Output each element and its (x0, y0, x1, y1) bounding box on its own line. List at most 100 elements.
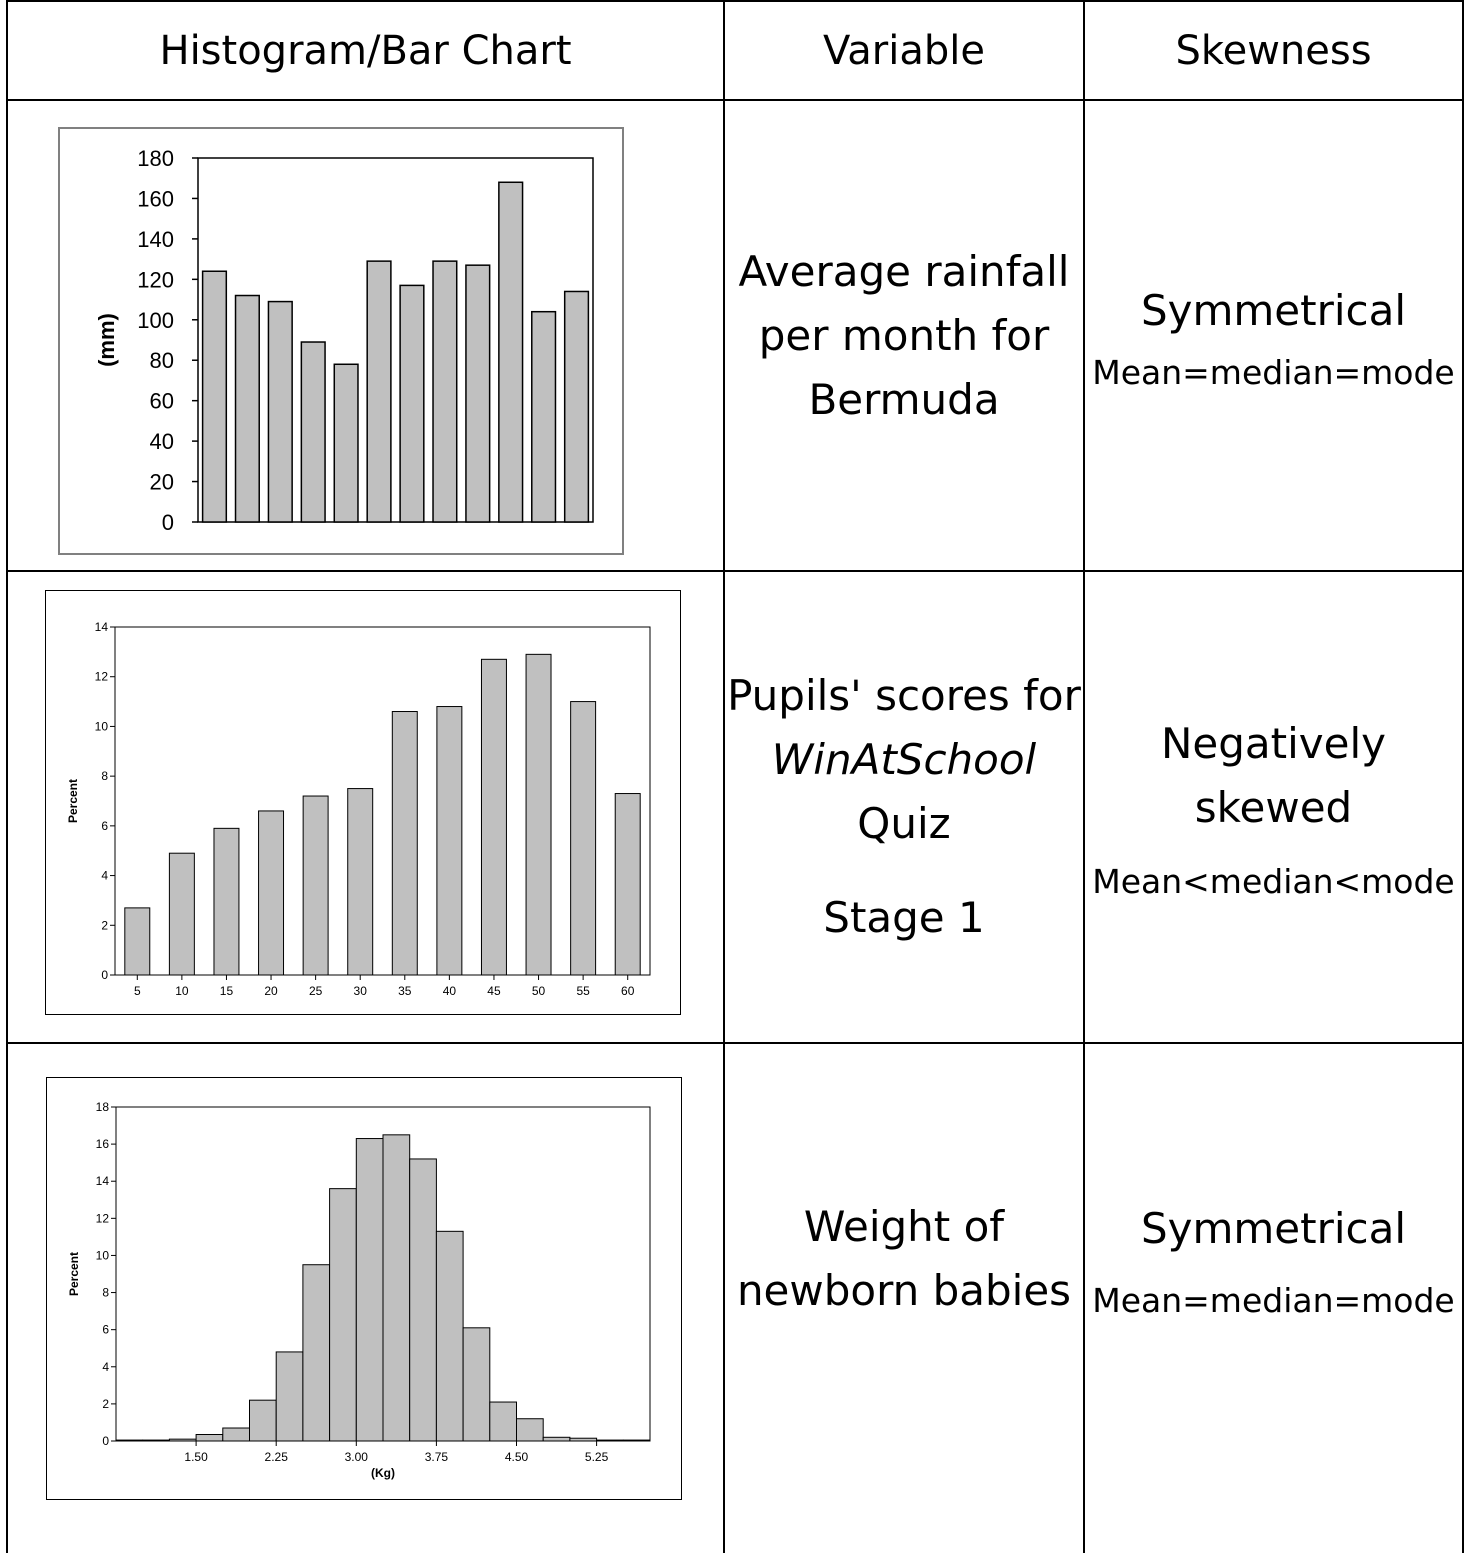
y-tick-label: 4 (101, 869, 108, 883)
histogram-bar (435, 1230, 464, 1442)
histogram-bar (275, 1351, 304, 1442)
bar (436, 706, 463, 976)
y-tick-label: 0 (162, 510, 174, 535)
bar (124, 907, 151, 976)
y-tick-label: 6 (102, 1323, 109, 1337)
x-tick-label: 5 (134, 984, 141, 998)
bar (432, 260, 458, 523)
row2-skew-label-line2: skewed (1194, 783, 1353, 832)
y-tick-label: 0 (102, 1434, 109, 1448)
x-tick-label: 60 (621, 984, 635, 998)
bar (498, 181, 524, 523)
x-tick-label: 3.75 (425, 1450, 449, 1464)
row1-variable-line3: Bermuda (808, 374, 1000, 424)
header-skewness: Skewness (1175, 27, 1372, 74)
plot-area (197, 157, 594, 523)
row1-variable-line1: Average rainfall (738, 246, 1070, 296)
bar (168, 852, 195, 976)
y-axis-label: Percent (66, 779, 80, 823)
x-tick-label: 1.50 (184, 1450, 208, 1464)
y-tick-label: 8 (102, 1286, 109, 1300)
histogram-bar (302, 1264, 331, 1442)
row2-variable-line4: Stage 1 (823, 893, 985, 942)
bar (614, 793, 641, 976)
x-tick-label: 10 (175, 984, 189, 998)
y-axis-label: Percent (67, 1252, 81, 1296)
y-axis-label: (mm) (94, 313, 119, 367)
histogram-bar (249, 1399, 277, 1442)
y-tick-label: 4 (102, 1360, 109, 1374)
histogram-bar (569, 1437, 598, 1442)
table-border-left (6, 0, 8, 1553)
row2-skewness: Negatively skewed Mean<median<mode (1085, 572, 1462, 1042)
bar (531, 310, 557, 523)
bar (563, 290, 590, 523)
row1-variable-line2: per month for (758, 310, 1050, 360)
y-tick-label: 14 (96, 1174, 110, 1188)
x-tick-label: 15 (220, 984, 234, 998)
row-divider-1 (6, 99, 1464, 101)
bar (267, 300, 293, 523)
bar (302, 795, 329, 976)
histogram-bar (222, 1427, 251, 1442)
y-tick-label: 100 (137, 308, 174, 333)
histogram-bar (489, 1401, 517, 1442)
y-tick-label: 10 (96, 1248, 110, 1262)
y-tick-label: 160 (137, 186, 174, 211)
row1-skewness: Symmetrical Mean=median=mode (1085, 101, 1462, 570)
x-axis-label: (Kg) (371, 1466, 395, 1480)
bar (399, 284, 425, 523)
bar (347, 788, 374, 976)
row-divider-2 (6, 570, 1464, 572)
x-tick-label: 30 (354, 984, 368, 998)
row3-variable-line1: Weight of (803, 1202, 1005, 1251)
y-tick-label: 40 (150, 429, 174, 454)
row2-skew-label-line1: Negatively (1160, 719, 1386, 768)
bar (391, 711, 418, 976)
histogram-bar (596, 1439, 624, 1442)
bar (213, 827, 240, 976)
bar (258, 810, 285, 976)
histogram-bar (142, 1439, 170, 1442)
bar (480, 658, 507, 976)
histogram-bar (542, 1436, 571, 1442)
x-tick-label: 2.25 (265, 1450, 289, 1464)
row1-skew-label: Symmetrical (1140, 285, 1407, 335)
y-tick-label: 60 (150, 389, 174, 414)
x-tick-label: 4.50 (505, 1450, 529, 1464)
quiz-scores-bar-chart: 0 2 4 6 8 10 12 14 Percent 5 10 15 20 25 30 35 40 45 50 55 6… (45, 590, 681, 1015)
row2-skew-relation: Mean<median<mode (1092, 862, 1455, 901)
row-divider-3 (6, 1042, 1464, 1044)
y-tick-label: 2 (101, 918, 108, 932)
bar (366, 260, 392, 523)
y-tick-label: 6 (101, 819, 108, 833)
bar (525, 653, 552, 976)
bar (234, 294, 260, 523)
x-tick-label: 5.25 (585, 1450, 609, 1464)
y-tick-label: 12 (96, 1211, 110, 1225)
header-variable: Variable (823, 27, 985, 74)
row2-variable: Pupils' scores for WinAtSchool Quiz Stag… (725, 572, 1083, 1042)
row2-variable-line1: Pupils' scores for (727, 671, 1081, 720)
column-divider-2 (1083, 0, 1085, 1553)
row3-skew-label: Symmetrical (1140, 1204, 1407, 1253)
x-tick-label: 25 (309, 984, 323, 998)
bar (570, 701, 597, 976)
y-tick-label: 14 (95, 620, 109, 634)
rainfall-bar-chart: 0 20 40 60 80 100 120 140 160 180 (mm) (58, 127, 624, 555)
x-tick-label: 35 (398, 984, 412, 998)
row1-variable: Average rainfall per month for Bermuda (725, 101, 1083, 570)
histogram-bar (409, 1158, 437, 1442)
y-tick-label: 10 (95, 719, 109, 733)
y-tick-label: 16 (96, 1137, 110, 1151)
histogram-bar (115, 1439, 144, 1442)
y-tick-label: 80 (150, 348, 174, 373)
y-tick-label: 140 (137, 227, 174, 252)
row1-skew-relation: Mean=median=mode (1092, 352, 1455, 392)
y-tick-label: 180 (137, 146, 174, 171)
row3-skew-relation: Mean=median=mode (1092, 1281, 1455, 1320)
column-divider-1 (723, 0, 725, 1553)
y-tick-label: 0 (101, 968, 108, 982)
header-chart: Histogram/Bar Chart (159, 27, 572, 74)
x-tick-label: 50 (532, 984, 546, 998)
